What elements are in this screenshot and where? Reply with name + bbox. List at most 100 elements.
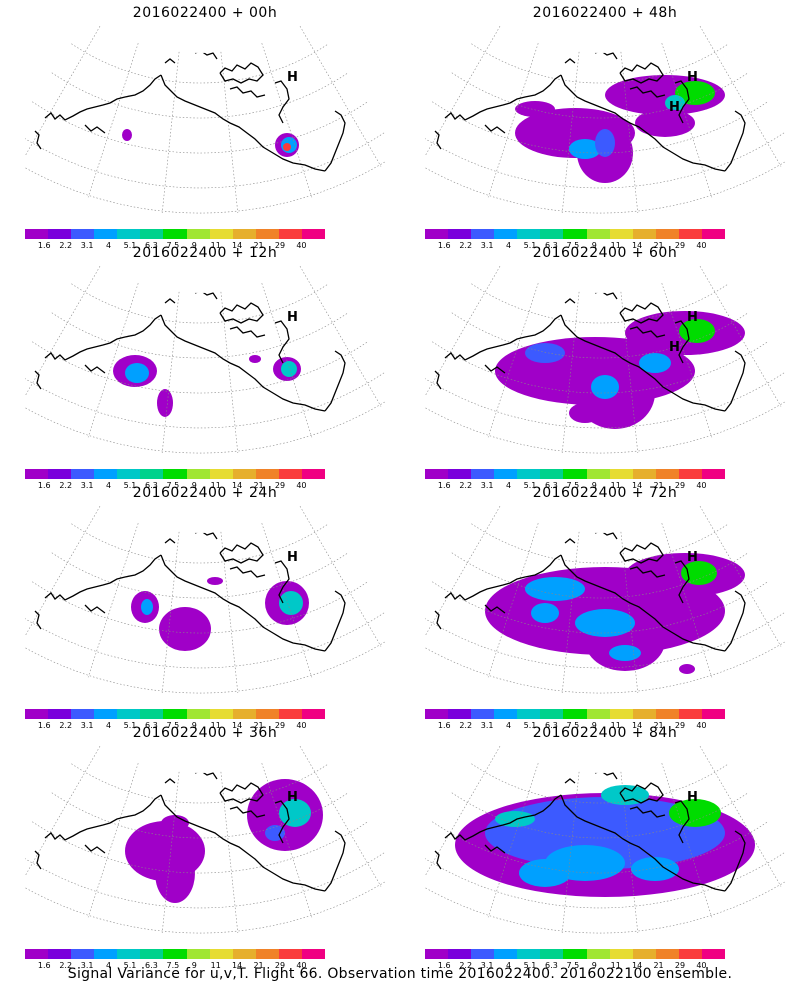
high-pressure-marker: H <box>687 310 698 325</box>
colorbar-tick-label: 3.1 <box>480 721 494 730</box>
colorbar-tick-label: 9 <box>591 481 597 490</box>
colorbar-segment <box>71 469 95 479</box>
colorbar-tick-label: 4 <box>506 961 512 970</box>
latitude-line <box>32 101 368 154</box>
latitude-line <box>425 401 785 454</box>
colorbar-labels: 1.6 2.2 3.1 4 5.1 6.3 7.5 9 11 14 21 29 40 <box>25 721 325 731</box>
colorbar <box>25 229 326 239</box>
colorbar-tick-label: 40 <box>296 241 307 250</box>
coastline-segment <box>619 542 664 564</box>
latitude-line <box>71 43 329 84</box>
longitude-line <box>561 291 580 454</box>
coastline-segment <box>34 610 42 630</box>
variance-contour <box>679 664 695 674</box>
longitude-line <box>425 746 501 877</box>
longitude-line <box>87 523 139 678</box>
variance-contour <box>609 645 641 661</box>
coastline-segment <box>44 74 162 121</box>
colorbar-segment <box>655 949 679 959</box>
colorbar-segment <box>117 229 141 239</box>
latitude-line <box>425 371 785 429</box>
colorbar-tick-label: 7.5 <box>166 481 180 490</box>
coastline-segment <box>674 320 690 364</box>
colorbar-segment <box>609 469 633 479</box>
figure-caption: Signal Variance for u,v,T. Flight 66. Ob… <box>67 966 733 982</box>
colorbar-segment <box>94 949 118 959</box>
colorbar-segment <box>209 469 233 479</box>
colorbar-segment <box>494 949 518 959</box>
coastline-segment <box>724 350 746 412</box>
colorbar-tick-label: 11 <box>210 481 221 490</box>
colorbar-segment <box>94 709 118 719</box>
longitude-line <box>620 531 639 694</box>
latitude-line <box>32 821 368 874</box>
longitude-line <box>699 506 782 647</box>
colorbar-tick-label: 5.1 <box>123 481 137 490</box>
latitude-line <box>51 72 349 119</box>
colorbar-segment <box>448 229 472 239</box>
coastline-segment <box>434 130 442 150</box>
colorbar-tick-label: 29 <box>274 481 286 490</box>
colorbar-tick-label: 3.1 <box>480 241 494 250</box>
coastline-segment <box>324 350 346 412</box>
variance-contour <box>525 577 585 601</box>
latitude-line <box>425 881 785 934</box>
colorbar-tick-label: 7.5 <box>566 721 580 730</box>
colorbar-tick-label: 11 <box>610 481 621 490</box>
colorbar-segment <box>701 229 726 239</box>
colorbar-tick-label: 5.1 <box>523 481 537 490</box>
colorbar-tick-label: 6.3 <box>545 481 558 490</box>
colorbar-segment <box>163 949 187 959</box>
colorbar-segment <box>232 229 256 239</box>
colorbar-segment <box>701 949 726 959</box>
variance-contour <box>635 109 695 137</box>
colorbar-segment <box>425 949 449 959</box>
longitude-line <box>220 291 239 454</box>
longitude-line <box>699 266 782 407</box>
colorbar-segment <box>563 469 587 479</box>
colorbar-segment <box>278 469 302 479</box>
variance-contour <box>495 811 535 827</box>
colorbar-tick-label: 9 <box>191 481 197 490</box>
colorbar-segment <box>517 469 541 479</box>
colorbar-tick-label: 40 <box>696 481 707 490</box>
colorbar-tick-label: 6.3 <box>545 241 558 250</box>
colorbar-segment <box>609 949 633 959</box>
graticule <box>25 26 385 214</box>
colorbar-tick-label: 40 <box>696 961 707 970</box>
colorbar-segment <box>586 469 610 479</box>
colorbar-segment <box>186 949 210 959</box>
coastline-segment <box>160 794 326 892</box>
latitude-line <box>432 581 768 634</box>
coastline-segment <box>619 62 664 84</box>
colorbar-labels: 1.6 2.2 3.1 4 5.1 6.3 7.5 9 11 14 21 29 40 <box>425 961 725 971</box>
high-pressure-marker: H <box>287 70 298 85</box>
longitude-line <box>161 291 180 454</box>
coastline-segment <box>324 830 346 892</box>
colorbar-tick-label: 11 <box>210 241 221 250</box>
latitude-line <box>425 131 785 189</box>
coastline-segment <box>34 370 42 390</box>
colorbar-tick-label: 21 <box>653 961 664 970</box>
colorbar-tick-label: 5.1 <box>123 961 137 970</box>
variance-contour <box>595 129 615 157</box>
colorbar-segment <box>140 469 164 479</box>
colorbar-tick-label: 4 <box>106 721 112 730</box>
latitude-line <box>432 101 768 154</box>
variance-contour <box>569 403 601 423</box>
panel-84h: 2016022400 + 84h H 1.6 2.2 3.1 4 5.1 6.3 7.5 9 11… <box>425 725 785 970</box>
coastline-segment <box>324 590 346 652</box>
latitude-line <box>471 43 729 84</box>
coastline-segment <box>34 130 42 150</box>
longitude-line <box>661 43 713 198</box>
variance-contour <box>519 859 571 887</box>
coastline-segment <box>619 782 664 804</box>
colorbar-segment <box>609 709 633 719</box>
colorbar-segment <box>678 229 702 239</box>
colorbar-tick-label: 1.6 <box>437 961 451 970</box>
coastline <box>34 290 346 412</box>
variance-contour <box>681 561 717 585</box>
colorbar-labels: 1.6 2.2 3.1 4 5.1 6.3 7.5 9 11 14 21 29 40 <box>25 481 325 491</box>
variance-field <box>455 785 755 897</box>
colorbar-segment <box>540 469 564 479</box>
